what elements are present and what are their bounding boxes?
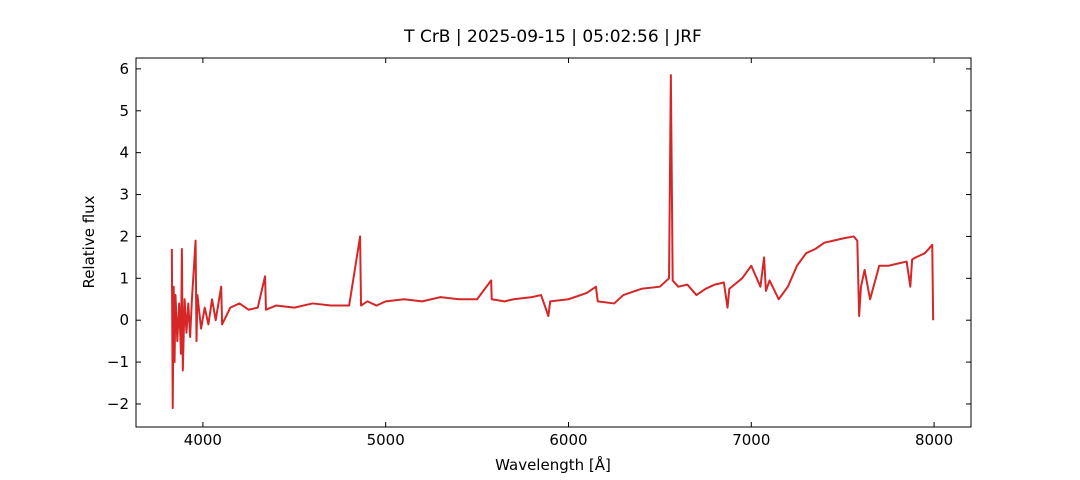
y-axis-label: Relative flux <box>80 195 98 288</box>
y-tick-label: −1 <box>107 353 129 371</box>
y-tick-label: 6 <box>119 60 129 78</box>
y-tick-label: 4 <box>119 144 129 162</box>
y-tick-label: 0 <box>119 311 129 329</box>
x-tick-label: 7000 <box>732 431 770 449</box>
y-tick-label: 2 <box>119 227 129 245</box>
y-tick-label: 3 <box>119 186 129 204</box>
spectrum-line <box>170 74 935 410</box>
y-tick-label: 5 <box>119 102 129 120</box>
chart-title: T CrB | 2025-09-15 | 05:02:56 | JRF <box>403 27 702 47</box>
plot-frame <box>135 57 972 428</box>
x-tick-label: 4000 <box>184 431 222 449</box>
x-tick-label: 8000 <box>915 431 953 449</box>
x-axis-label: Wavelength [Å] <box>495 455 611 474</box>
x-tick-label: 6000 <box>549 431 587 449</box>
x-tick-label: 5000 <box>367 431 405 449</box>
y-tick-label: 1 <box>119 269 129 287</box>
y-tick-label: −2 <box>107 395 129 413</box>
